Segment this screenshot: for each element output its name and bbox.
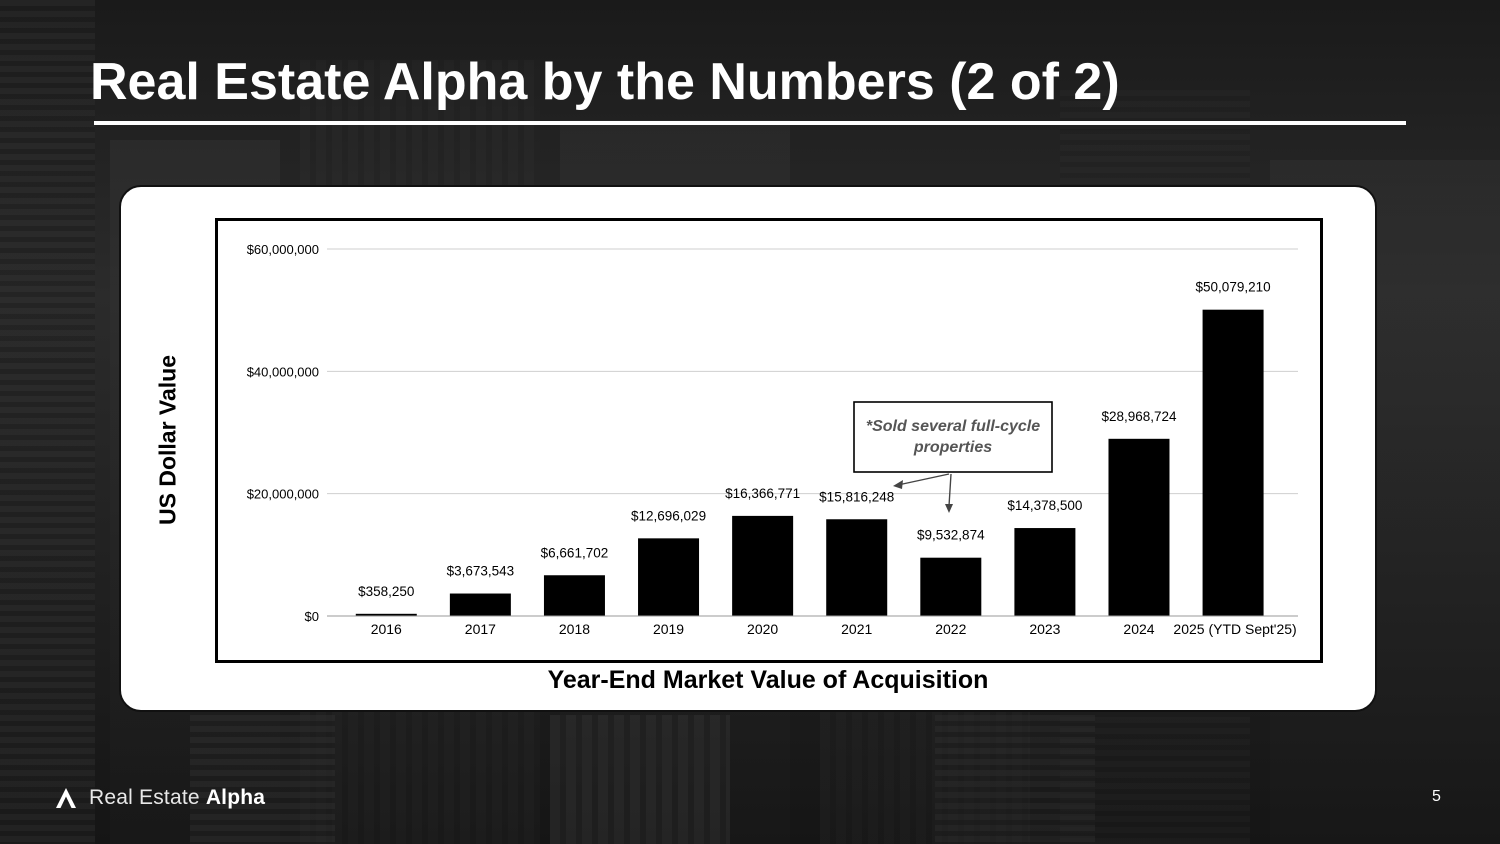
y-axis-title: US Dollar Value: [154, 354, 181, 526]
bar-2025: [1202, 309, 1264, 616]
value-label-2020: $16,366,771: [725, 486, 800, 501]
x-tick-label-2018: 2018: [559, 621, 590, 637]
bar-chart: $0 $20,000,000 $40,000,000 $60,000,000 $358…: [215, 218, 1323, 663]
bar-2021: [826, 519, 888, 616]
y-tick-label: $0: [305, 609, 319, 624]
brand-name: Real Estate Alpha: [89, 786, 265, 810]
brand-name-light: Real Estate: [89, 786, 200, 809]
value-label-2018: $6,661,702: [541, 545, 609, 560]
bar-2023: [1014, 528, 1076, 616]
annotation-arrow-2021: [897, 473, 950, 486]
y-tick-label: $40,000,000: [247, 364, 319, 379]
brand-name-bold: Alpha: [205, 786, 266, 809]
annotation-text-line2: properties: [913, 439, 992, 456]
x-tick-label-2025: 2025 (YTD Sept'25): [1173, 621, 1296, 637]
value-label-2024: $28,968,724: [1101, 409, 1177, 424]
x-tick-label-2019: 2019: [653, 621, 684, 637]
x-tick-label-2016: 2016: [371, 621, 402, 637]
y-tick-labels: $0 $20,000,000 $40,000,000 $60,000,000: [247, 242, 319, 624]
bar-2024: [1108, 438, 1170, 616]
bar-2020: [732, 515, 794, 616]
bars: [355, 309, 1264, 616]
brand-logo: Real Estate Alpha: [55, 786, 265, 810]
x-tick-label-2017: 2017: [465, 621, 496, 637]
annotation-arrow-2022: [948, 473, 952, 507]
bar-2017: [449, 593, 511, 616]
value-label-2023: $14,378,500: [1007, 498, 1082, 513]
x-tick-label-2024: 2024: [1123, 621, 1154, 637]
bar-2016: [355, 613, 417, 616]
alpha-logo-icon: [56, 788, 76, 808]
y-tick-label: $20,000,000: [247, 487, 319, 502]
slide-title: Real Estate Alpha by the Numbers (2 of 2…: [90, 53, 1120, 111]
annotation-arrowhead-2022: [945, 504, 953, 513]
x-axis-title: Year-End Market Value of Acquisition: [547, 666, 989, 694]
value-label-2017: $3,673,543: [447, 564, 515, 579]
value-label-2016: $358,250: [358, 584, 414, 599]
x-tick-label-2021: 2021: [841, 621, 872, 637]
x-tick-label-2020: 2020: [747, 621, 778, 637]
value-label-2021: $15,816,248: [819, 489, 894, 504]
value-labels: $358,250 $3,673,543 $6,661,702 $12,696,029 $…: [358, 280, 1270, 599]
bar-2019: [638, 538, 700, 616]
x-tick-label-2023: 2023: [1029, 621, 1060, 637]
value-label-2022: $9,532,874: [917, 528, 985, 543]
title-underline: [94, 121, 1406, 125]
x-tick-label-2022: 2022: [935, 621, 966, 637]
annotation-box: [853, 401, 1053, 473]
bar-2022: [920, 557, 982, 616]
annotation-text-line1: *Sold several full-cycle: [866, 418, 1040, 435]
value-label-2019: $12,696,029: [631, 508, 706, 523]
value-label-2025: $50,079,210: [1196, 280, 1271, 295]
annotation-arrowhead-2021: [893, 480, 903, 489]
annotation: *Sold several full-cycle properties: [853, 401, 1053, 513]
bar-2018: [543, 575, 605, 616]
page-number: 5: [1432, 788, 1441, 805]
x-tick-labels: 2016 2017 2018 2019 2020 2021 2022 2023 2024 2025…: [371, 621, 1297, 637]
y-tick-label: $60,000,000: [247, 242, 319, 257]
